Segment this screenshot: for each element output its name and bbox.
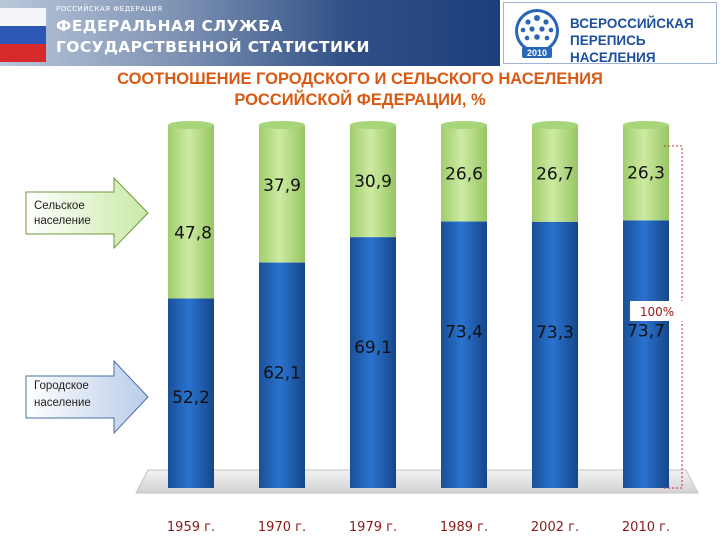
agency-line-1: ФЕДЕРАЛЬНАЯ СЛУЖБА — [56, 17, 283, 35]
urban-arrow-icon — [25, 359, 149, 435]
urban-value-label: 69,1 — [354, 338, 392, 358]
rosstat-banner: РОССИЙСКАЯ ФЕДЕРАЦИЯ ФЕДЕРАЛЬНАЯ СЛУЖБА … — [0, 0, 500, 66]
x-tick-label: 1970 г. — [258, 520, 306, 535]
bar-stack: 37,9 62,1 — [259, 121, 305, 488]
rural-value-label: 47,8 — [174, 224, 212, 244]
census-text: ВСЕРОССИЙСКАЯ ПЕРЕПИСЬ НАСЕЛЕНИЯ — [570, 15, 716, 66]
russian-flag-icon — [0, 8, 46, 62]
census-logo-box: 2010 ВСЕРОССИЙСКАЯ ПЕРЕПИСЬ НАСЕЛЕНИЯ — [503, 2, 717, 66]
rural-bar — [259, 125, 305, 263]
header: РОССИЙСКАЯ ФЕДЕРАЦИЯ ФЕДЕРАЛЬНАЯ СЛУЖБА … — [0, 0, 720, 66]
supra-title: РОССИЙСКАЯ ФЕДЕРАЦИЯ — [56, 5, 163, 13]
bar-stack: 47,8 52,2 — [168, 121, 214, 488]
urban-legend-line-2: население — [34, 397, 91, 409]
rural-bar — [168, 125, 214, 299]
urban-value-label: 52,2 — [172, 388, 210, 408]
rural-legend-line-1: Сельское — [34, 200, 85, 212]
x-tick-label: 2002 г. — [531, 520, 579, 535]
rural-bar — [441, 125, 487, 222]
bars-group: 47,8 52,2 37,9 62,1 30,9 69,1 26,6 73,4 26,7 73,3… — [168, 121, 669, 489]
rural-value-label: 30,9 — [354, 172, 392, 192]
rural-bar — [532, 125, 578, 222]
x-tick-label: 1979 г. — [349, 520, 397, 535]
total-bracket: 100% — [630, 145, 684, 489]
urban-bar — [623, 220, 669, 488]
x-tick-label: 1989 г. — [440, 520, 488, 535]
legend-rural: Сельское население — [25, 176, 149, 250]
urban-value-label: 73,4 — [445, 323, 483, 343]
urban-value-label: 62,1 — [263, 364, 301, 384]
bar-cap — [168, 121, 214, 129]
title-line-2: РОССИЙСКОЙ ФЕДЕРАЦИИ, % — [234, 91, 486, 109]
bar-stack: 26,6 73,4 — [441, 121, 487, 489]
bar-cap — [441, 121, 487, 129]
legend-urban: Городское население — [25, 359, 149, 435]
census-logo-icon: 2010 — [515, 9, 559, 58]
rural-bar — [623, 125, 669, 221]
agency-line-2: ГОСУДАРСТВЕННОЙ СТАТИСТИКИ — [56, 38, 370, 56]
page-title: СООТНОШЕНИЕ ГОРОДСКОГО И СЕЛЬСКОГО НАСЕЛ… — [0, 69, 720, 111]
bar-cap — [623, 121, 669, 129]
urban-value-label: 73,3 — [536, 323, 574, 343]
bar-cap — [259, 121, 305, 129]
x-axis-labels: 1959 г. 1970 г. 1979 г. 1989 г. 2002 г. 2010 … — [167, 520, 670, 535]
census-line-1: ВСЕРОССИЙСКАЯ — [570, 16, 694, 31]
bar-cap — [350, 121, 396, 129]
rural-legend-line-2: население — [34, 215, 91, 227]
bar-cap — [532, 121, 578, 129]
urban-bar — [259, 262, 305, 488]
rural-value-label: 37,9 — [263, 176, 301, 196]
urban-legend-line-1: Городское — [34, 380, 89, 392]
x-tick-label: 1959 г. — [167, 520, 215, 535]
urban-bar — [532, 221, 578, 488]
x-tick-label: 2010 г. — [622, 520, 670, 535]
rural-value-label: 26,6 — [445, 164, 483, 184]
urban-bar — [441, 221, 487, 489]
bar-stack: 30,9 69,1 — [350, 121, 396, 488]
total-percent-label: 100% — [640, 305, 674, 319]
urban-bar — [350, 237, 396, 488]
agency-name: ФЕДЕРАЛЬНАЯ СЛУЖБА ГОСУДАРСТВЕННОЙ СТАТИ… — [56, 16, 370, 58]
rural-value-label: 26,3 — [627, 164, 665, 184]
census-year: 2010 — [527, 48, 547, 58]
rural-arrow-icon — [25, 176, 149, 250]
census-line-2: ПЕРЕПИСЬ НАСЕЛЕНИЯ — [570, 33, 656, 65]
bar-stack: 26,7 73,3 — [532, 121, 578, 488]
title-line-1: СООТНОШЕНИЕ ГОРОДСКОГО И СЕЛЬСКОГО НАСЕЛ… — [117, 70, 603, 88]
urban-value-label: 73,7 — [627, 321, 665, 341]
rural-value-label: 26,7 — [536, 164, 574, 184]
chart-floor — [135, 469, 699, 494]
bar-stack: 26,3 73,7 — [623, 121, 669, 488]
rural-bar — [350, 125, 396, 238]
urban-bar — [168, 298, 214, 488]
